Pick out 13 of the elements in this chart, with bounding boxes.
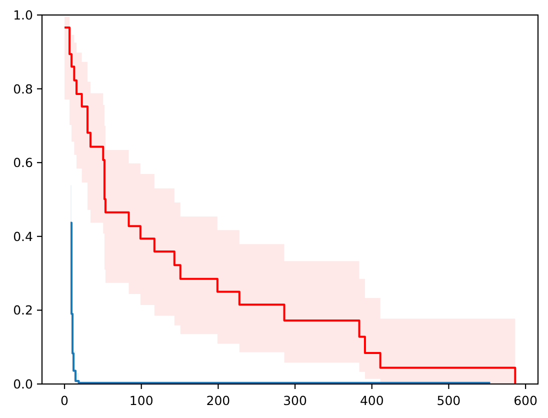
y-tick-label: 1.0 (13, 8, 34, 22)
y-tick-label: 0.0 (13, 376, 34, 392)
y-tick-label: 0.6 (13, 155, 34, 170)
x-tick-label: 400 (360, 393, 384, 408)
x-tick-label: 500 (436, 393, 461, 408)
x-tick-label: 200 (206, 393, 230, 408)
x-tick-label: 100 (129, 393, 154, 408)
y-tick-label: 0.8 (13, 81, 34, 96)
x-tick-label: 300 (283, 393, 308, 408)
x-tick-label: 0 (60, 393, 69, 408)
y-tick-label: 0.4 (13, 228, 34, 244)
y-tick-label: 0.2 (13, 302, 33, 318)
x-tick-label: 600 (514, 393, 538, 408)
